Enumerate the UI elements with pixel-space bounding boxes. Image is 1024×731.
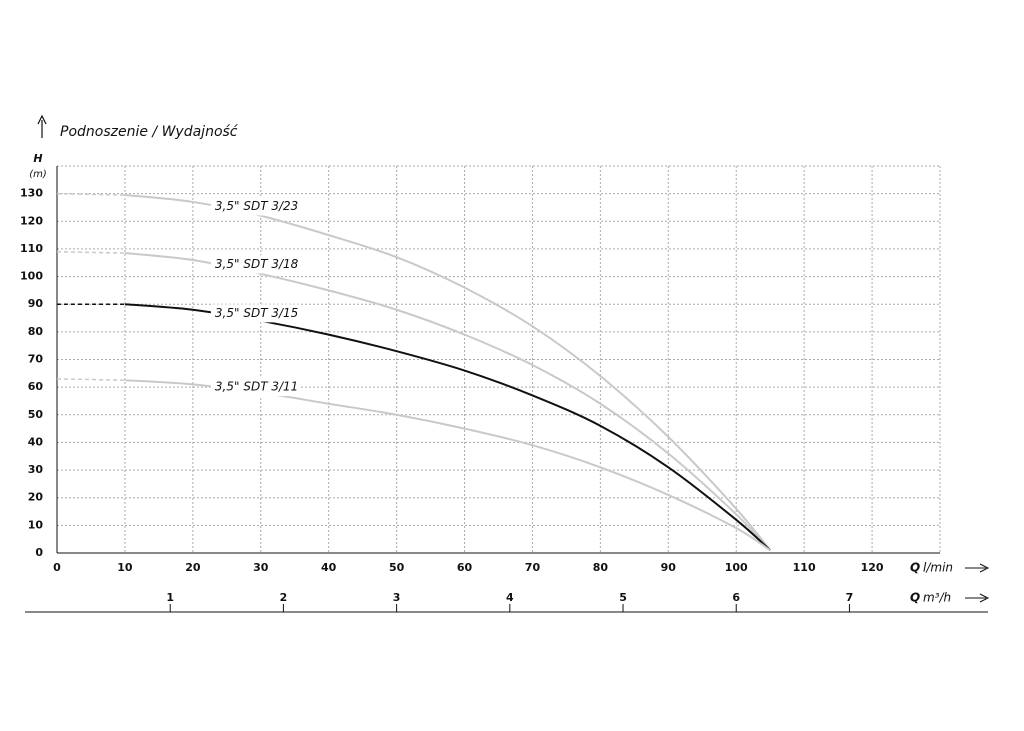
x2-arrow-head bbox=[979, 593, 990, 603]
x2-tick-label: 4 bbox=[506, 591, 514, 604]
curve-dashed bbox=[56, 250, 125, 254]
x-tick-label: 50 bbox=[389, 561, 405, 574]
x-tick-label: 0 bbox=[53, 561, 61, 574]
series: 3,5" SDT 3/15 bbox=[57, 303, 771, 551]
y-tick-label: 40 bbox=[28, 435, 44, 448]
x-arrow-head bbox=[979, 563, 990, 573]
y-tick-label: 110 bbox=[20, 242, 43, 255]
curve bbox=[124, 379, 771, 552]
y-tick-label: 80 bbox=[28, 325, 44, 338]
x2-tick-label: 7 bbox=[846, 591, 854, 604]
x-tick-label: 20 bbox=[185, 561, 201, 574]
x-tick-label: 60 bbox=[457, 561, 473, 574]
y-tick-label: 100 bbox=[20, 270, 43, 283]
label-background bbox=[210, 304, 299, 323]
x-label-unit: l/min bbox=[923, 561, 953, 575]
x2-tick-label: 6 bbox=[732, 591, 740, 604]
x-tick-label: 30 bbox=[253, 561, 269, 574]
y-tick-label: 0 bbox=[35, 546, 43, 559]
curve-dashed bbox=[56, 378, 125, 381]
x-tick-label: 100 bbox=[725, 561, 748, 574]
series: 3,5" SDT 3/11 bbox=[56, 378, 771, 552]
x-tick-label: 90 bbox=[661, 561, 677, 574]
x2-label-unit: m³/h bbox=[923, 591, 951, 605]
x2-tick-label: 1 bbox=[166, 591, 174, 604]
series: 3,5" SDT 3/23 bbox=[56, 192, 771, 551]
y-tick-label: 10 bbox=[28, 518, 44, 531]
x-tick-label: 70 bbox=[525, 561, 541, 574]
series-label: 3,5" SDT 3/18 bbox=[215, 257, 299, 271]
y-tick-label: 50 bbox=[28, 408, 44, 421]
y-tick-label: 70 bbox=[28, 353, 44, 366]
curve-dashed bbox=[56, 192, 125, 196]
label-background bbox=[210, 255, 299, 274]
y-label-unit: (m) bbox=[29, 169, 47, 180]
x2-tick-label: 3 bbox=[393, 591, 401, 604]
chart-title: Podnoszenie / Wydajność bbox=[60, 124, 239, 140]
series-label: 3,5" SDT 3/11 bbox=[215, 380, 298, 394]
curve bbox=[124, 252, 771, 551]
series-label: 3,5" SDT 3/15 bbox=[215, 306, 298, 320]
y-tick-label: 20 bbox=[28, 491, 44, 504]
y-tick-label: 130 bbox=[20, 187, 43, 200]
y-tick-label: 60 bbox=[28, 380, 44, 393]
x-tick-label: 80 bbox=[593, 561, 609, 574]
curve bbox=[124, 303, 771, 551]
x-tick-label: 10 bbox=[117, 561, 133, 574]
x2-tick-label: 2 bbox=[280, 591, 288, 604]
y-tick-label: 30 bbox=[28, 463, 44, 476]
y-label-symbol: H bbox=[33, 152, 42, 165]
x-tick-label: 40 bbox=[321, 561, 337, 574]
y-tick-label: 120 bbox=[20, 214, 43, 227]
x-tick-label: 110 bbox=[793, 561, 816, 574]
x2-tick-label: 5 bbox=[619, 591, 627, 604]
series: 3,5" SDT 3/18 bbox=[56, 250, 771, 551]
x2-label-symbol: Q bbox=[910, 591, 920, 605]
label-background bbox=[210, 378, 299, 397]
series-label: 3,5" SDT 3/23 bbox=[215, 199, 298, 213]
y-arrow-head bbox=[37, 114, 47, 125]
x-tick-label: 120 bbox=[861, 561, 884, 574]
x-label-symbol: Q bbox=[910, 561, 920, 575]
label-background bbox=[210, 197, 299, 216]
y-tick-label: 90 bbox=[28, 297, 44, 310]
